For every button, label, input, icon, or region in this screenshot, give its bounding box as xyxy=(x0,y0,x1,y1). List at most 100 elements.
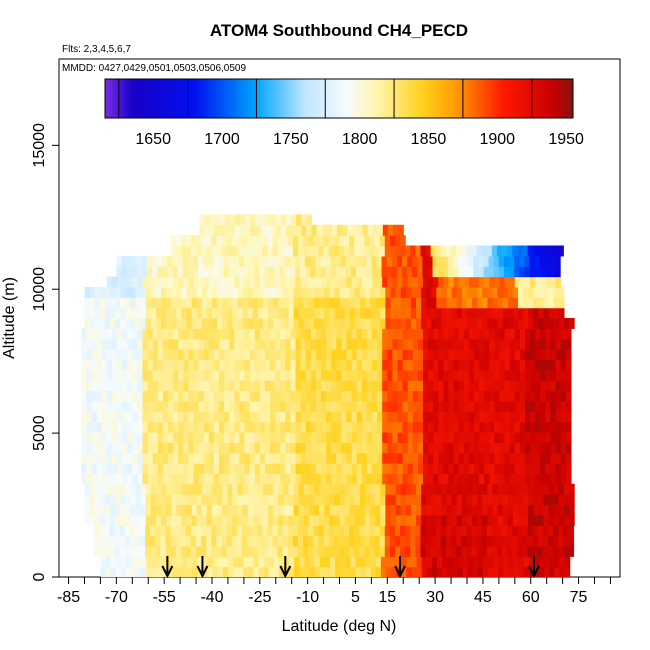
heatmap-cell xyxy=(213,328,220,340)
heatmap-cell xyxy=(375,318,381,329)
heatmap-cell xyxy=(535,411,541,423)
heatmap-cell xyxy=(426,504,432,516)
heatmap-cell xyxy=(494,349,501,361)
heatmap-cell xyxy=(191,514,198,526)
heatmap-cell xyxy=(313,545,320,557)
heatmap-cell xyxy=(222,514,228,526)
heatmap-cell xyxy=(412,400,419,412)
heatmap-cell xyxy=(206,494,213,506)
heatmap-cell xyxy=(229,224,236,236)
heatmap-cell xyxy=(569,514,575,526)
colorbar-segment xyxy=(542,79,546,118)
heatmap-cell xyxy=(361,390,368,402)
heatmap-cell xyxy=(346,442,353,454)
heatmap-cell xyxy=(264,452,271,464)
heatmap-cell xyxy=(171,494,177,506)
heatmap-cell xyxy=(385,286,392,298)
heatmap-cell xyxy=(157,463,164,474)
heatmap-cell xyxy=(211,525,218,537)
heatmap-cell xyxy=(171,286,177,298)
heatmap-cell xyxy=(254,359,261,371)
heatmap-cell xyxy=(543,494,550,506)
heatmap-cell xyxy=(282,525,289,537)
heatmap-cell xyxy=(331,369,337,381)
heatmap-cell xyxy=(175,525,182,537)
heatmap-cell xyxy=(494,463,501,474)
heatmap-cell xyxy=(96,452,103,464)
heatmap-cell xyxy=(162,338,169,350)
heatmap-cell xyxy=(280,463,286,474)
heatmap-cell xyxy=(463,255,469,267)
heatmap-cell xyxy=(522,535,529,547)
heatmap-cell xyxy=(201,514,208,526)
heatmap-cell xyxy=(244,431,251,443)
heatmap-cell xyxy=(333,235,340,247)
heatmap-cell xyxy=(436,297,443,309)
heatmap-cell xyxy=(412,328,419,340)
heatmap-cell xyxy=(324,494,330,506)
heatmap-cell xyxy=(367,224,374,236)
heatmap-cell xyxy=(155,504,162,516)
heatmap-cell xyxy=(268,307,274,319)
heatmap-cell xyxy=(285,338,292,350)
colorbar-segment xyxy=(322,79,326,118)
heatmap-cell xyxy=(502,297,509,309)
heatmap-cell xyxy=(428,390,434,402)
heatmap-cell xyxy=(507,535,513,547)
heatmap-cell xyxy=(530,369,536,381)
heatmap-cell xyxy=(197,266,204,278)
heatmap-cell xyxy=(377,276,383,288)
heatmap-cell xyxy=(443,421,450,433)
heatmap-cell xyxy=(273,556,280,568)
heatmap-cell xyxy=(372,338,378,350)
heatmap-cell xyxy=(369,245,376,257)
heatmap-cell xyxy=(410,307,417,319)
heatmap-cell xyxy=(385,494,392,506)
heatmap-cell xyxy=(237,483,244,495)
heatmap-cell xyxy=(508,566,515,577)
heatmap-cell xyxy=(448,442,455,454)
heatmap-cell xyxy=(217,318,223,329)
heatmap-cell xyxy=(290,400,297,412)
heatmap-cell xyxy=(239,349,246,361)
heatmap-cell xyxy=(553,535,559,547)
heatmap-cell xyxy=(410,514,417,526)
heatmap-cell xyxy=(152,421,159,433)
heatmap-cell xyxy=(428,473,434,485)
heatmap-cell xyxy=(183,369,190,381)
heatmap-cell xyxy=(135,297,142,309)
heatmap-cell xyxy=(219,452,225,464)
heatmap-cell xyxy=(560,338,567,350)
heatmap-cell xyxy=(193,328,200,340)
heatmap-cell xyxy=(264,421,271,433)
y-tick-label: 10000 xyxy=(31,267,48,312)
heatmap-cell xyxy=(407,421,414,433)
heatmap-cell xyxy=(280,442,286,454)
heatmap-cell xyxy=(270,276,276,288)
heatmap-cell xyxy=(321,349,327,361)
x-tick-label: -25 xyxy=(248,589,271,606)
heatmap-cell xyxy=(333,545,340,557)
heatmap-cell xyxy=(423,349,429,361)
heatmap-cell xyxy=(550,442,557,454)
heatmap-cell xyxy=(390,297,397,309)
colorbar-segment xyxy=(355,79,359,118)
heatmap-cell xyxy=(229,442,235,454)
heatmap-cell xyxy=(91,473,98,485)
heatmap-cell xyxy=(208,400,215,412)
heatmap-cell xyxy=(563,318,570,329)
heatmap-cell xyxy=(130,318,137,329)
heatmap-cell xyxy=(219,349,225,361)
heatmap-cell xyxy=(237,318,244,329)
heatmap-cell xyxy=(120,286,126,298)
heatmap-cell xyxy=(186,318,193,329)
heatmap-cell xyxy=(540,411,547,423)
heatmap-cell xyxy=(451,286,458,298)
heatmap-cell xyxy=(494,390,501,402)
heatmap-cell xyxy=(285,411,292,423)
heatmap-cell xyxy=(125,286,131,298)
heatmap-cell xyxy=(553,525,559,537)
heatmap-cell xyxy=(134,535,141,547)
heatmap-cell xyxy=(538,307,545,319)
heatmap-cell xyxy=(344,318,351,329)
